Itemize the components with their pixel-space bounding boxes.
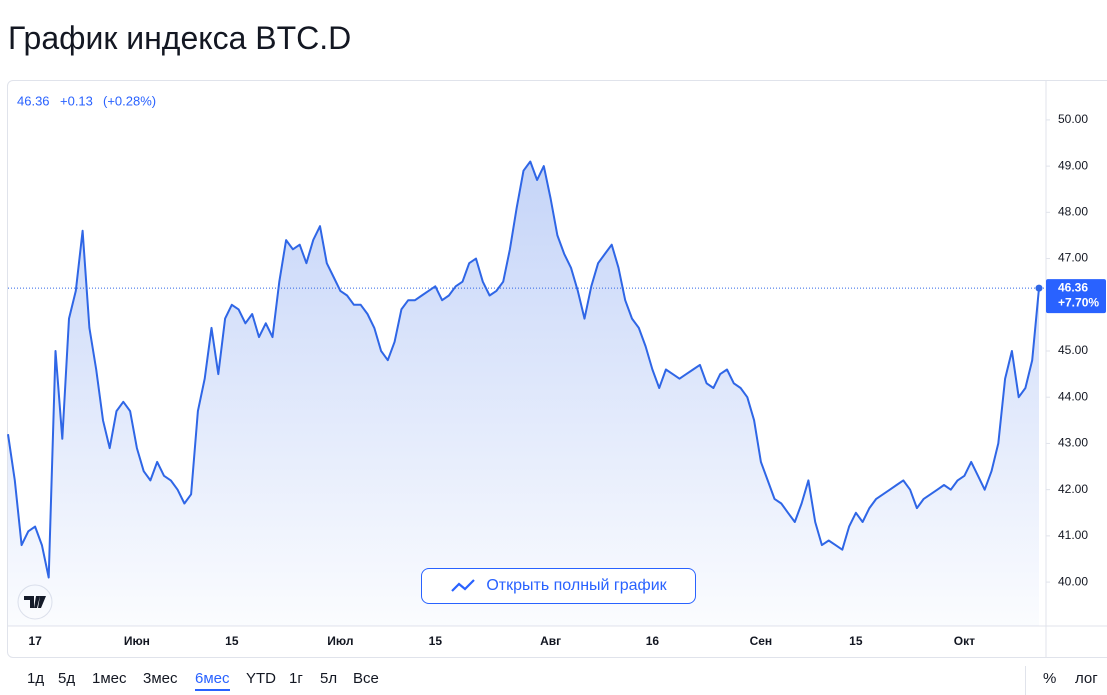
- quote-value: 46.36: [17, 93, 50, 108]
- x-tick-label: 15: [849, 634, 863, 648]
- x-tick-label: Июл: [327, 634, 353, 648]
- range-button[interactable]: 5л: [320, 670, 338, 687]
- separator: [1025, 666, 1026, 695]
- area-fill: [8, 161, 1039, 626]
- price-value: 46.36: [1058, 280, 1088, 294]
- x-tick-label: 15: [429, 634, 443, 648]
- y-tick-label: 49.00: [1058, 158, 1088, 172]
- chart-frame: [7, 80, 1107, 658]
- last-point: [1035, 284, 1043, 292]
- range-button[interactable]: Все: [353, 670, 379, 687]
- quote-change: +0.13: [60, 93, 93, 108]
- x-tick-label: Окт: [954, 634, 975, 648]
- x-tick-label: 16: [646, 634, 660, 648]
- y-tick-label: 43.00: [1058, 436, 1088, 450]
- percent-toggle[interactable]: %: [1043, 670, 1057, 687]
- x-tick-label: 17: [28, 634, 42, 648]
- x-tick-label: Авг: [540, 634, 561, 648]
- chart: 46.36 +0.13 (+0.28%) 40.00 41.00 42.00 43.0…: [7, 81, 1107, 657]
- y-tick-label: 48.00: [1058, 205, 1088, 219]
- price-change: +7.70%: [1058, 295, 1099, 309]
- log-toggle[interactable]: лог: [1075, 670, 1098, 687]
- chart-icon: [451, 579, 476, 592]
- x-tick-label: Июн: [124, 634, 150, 648]
- y-tick-label: 44.00: [1058, 389, 1088, 403]
- range-button[interactable]: 1мес: [92, 670, 127, 687]
- y-tick-label: 45.00: [1058, 343, 1088, 357]
- y-tick-label: 50.00: [1058, 112, 1088, 126]
- price-badge: [1046, 279, 1106, 314]
- range-button[interactable]: 1д: [27, 670, 45, 687]
- toolbar: 1д 5д 1мес 3мес 6мес YTD 1г 5л Все% лог: [0, 666, 1107, 695]
- button-label: Открыть полный график: [486, 577, 667, 594]
- last-price-label: 46.36+7.70%: [1046, 279, 1106, 314]
- range-button[interactable]: YTD: [246, 670, 276, 687]
- quote-change-pct: (+0.28%): [103, 93, 156, 108]
- range-button[interactable]: 3мес: [143, 670, 178, 687]
- range-button[interactable]: 5д: [58, 670, 76, 687]
- y-tick-label: 41.00: [1058, 528, 1088, 542]
- x-tick-label: Сен: [750, 634, 773, 648]
- range-button[interactable]: 1г: [289, 670, 303, 687]
- y-tick-label: 47.00: [1058, 251, 1088, 265]
- x-tick-label: 15: [225, 634, 239, 648]
- range-button[interactable]: 6мес: [195, 670, 230, 691]
- page-title: График индекса BTC.D: [8, 20, 352, 56]
- y-tick-label: 42.00: [1058, 482, 1088, 496]
- open-full-chart-button[interactable]: Открыть полный график: [421, 568, 696, 604]
- y-tick-label: 40.00: [1058, 574, 1088, 588]
- line: [7, 160, 1040, 579]
